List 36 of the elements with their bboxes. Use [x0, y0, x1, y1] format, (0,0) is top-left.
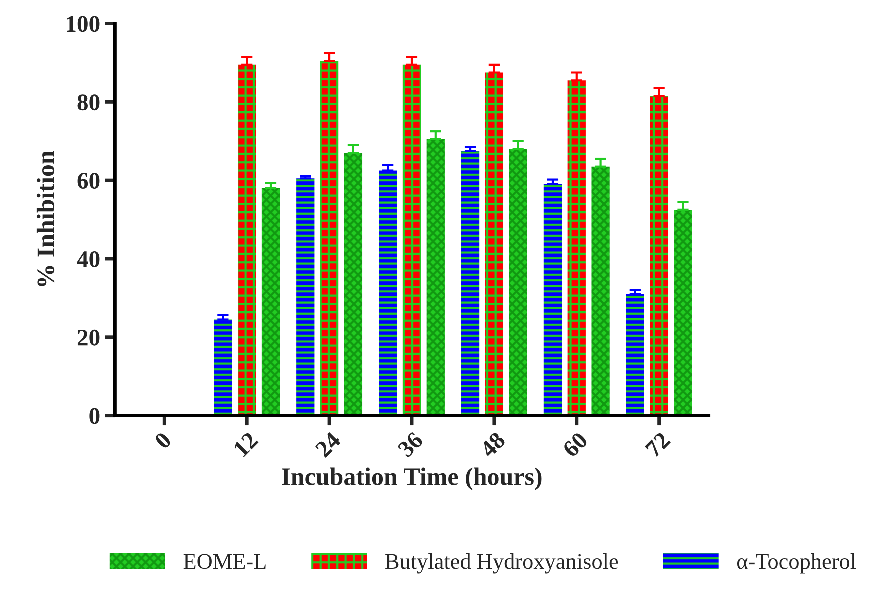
- bar: [320, 61, 339, 416]
- x-tick-label: 0: [154, 432, 172, 450]
- bar: [509, 149, 528, 416]
- bar: [238, 64, 256, 416]
- y-tick-label: 20: [78, 330, 100, 346]
- x-tick-label: 12: [233, 432, 259, 458]
- y-tick-label: 0: [90, 408, 100, 424]
- legend-label: EOME-L: [184, 554, 266, 570]
- x-tick-label: 60: [562, 432, 589, 458]
- x-tick-label: 48: [479, 431, 506, 459]
- legend-label: α-Tocopherol: [737, 554, 856, 574]
- bar: [426, 139, 445, 416]
- bar: [592, 166, 610, 416]
- x-tick-label: 36: [397, 431, 424, 458]
- bar: [544, 184, 562, 416]
- bar: [485, 72, 504, 416]
- legend-label: Butylated Hydroxyanisole: [386, 554, 618, 574]
- bar: [262, 188, 280, 416]
- bar: [379, 170, 398, 416]
- y-tick-label: 60: [78, 173, 100, 189]
- bar: [626, 294, 644, 416]
- bar: [296, 178, 315, 416]
- bar: [402, 64, 422, 416]
- bar: [214, 320, 232, 416]
- x-tick-label: 24: [314, 431, 342, 458]
- y-tick-label: 80: [78, 94, 100, 111]
- y-tick-label: 100: [67, 16, 100, 32]
- x-axis-title: Incubation Time (hours): [282, 468, 542, 490]
- y-tick-label: 40: [77, 251, 100, 268]
- bar: [650, 96, 668, 416]
- y-axis-title: % Inhibition: [36, 151, 55, 286]
- bar: [344, 153, 363, 416]
- x-tick-label: 72: [644, 432, 671, 458]
- bar: [674, 210, 692, 416]
- bar: [568, 80, 586, 416]
- bar: [461, 151, 480, 416]
